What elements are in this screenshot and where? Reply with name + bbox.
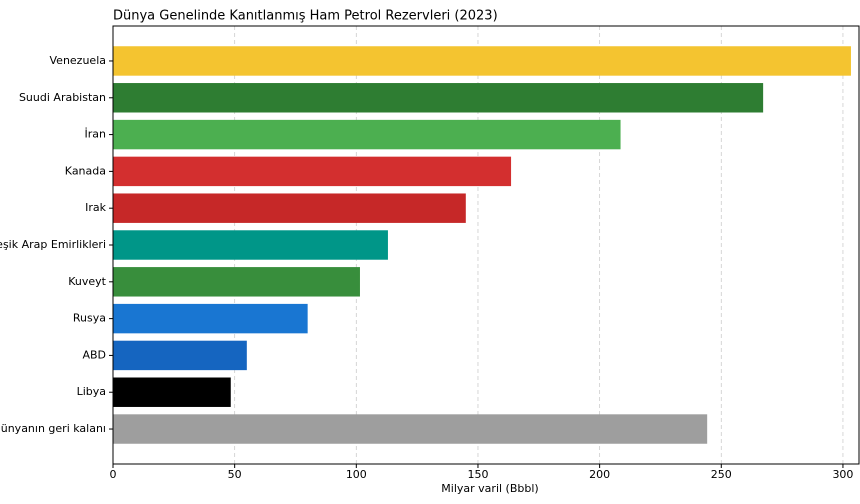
bar [113,377,231,407]
y-tick-label: Irak [85,201,107,214]
chart-title: Dünya Genelinde Kanıtlanmış Ham Petrol R… [113,9,498,24]
bar [113,46,851,76]
plot-frame [112,25,860,465]
y-tick-label: Venezuela [50,54,107,67]
y-tick-label: İran [85,128,107,141]
x-tick-label: 250 [711,468,732,481]
x-tick-label: 50 [228,468,242,481]
bar [113,414,708,444]
y-tick-label: Dünyanın geri kalanı [0,422,106,435]
bar [113,193,466,223]
y-tick-label: Rusya [73,312,106,325]
y-tick-label: Kuveyt [68,275,106,288]
y-tick-label: Kanada [65,164,106,177]
x-tick-label: 150 [467,468,488,481]
y-tick-label: ABD [82,348,106,361]
bar [113,230,388,260]
bar [113,267,360,297]
y-tick-label: Suudi Arabistan [19,91,106,104]
bar [113,303,308,334]
bar [113,156,512,187]
x-tick-label: 100 [346,468,367,481]
bar [113,119,621,150]
bar [113,83,764,113]
bar [113,340,247,371]
x-tick-label: 300 [832,468,853,481]
y-tick-label: Birleşik Arap Emirlikleri [0,238,106,251]
x-tick-label: 200 [589,468,610,481]
y-tick-label: Libya [77,385,106,398]
x-tick-label: 0 [110,468,117,481]
x-axis-label: Milyar varil (Bbbl) [441,482,538,495]
